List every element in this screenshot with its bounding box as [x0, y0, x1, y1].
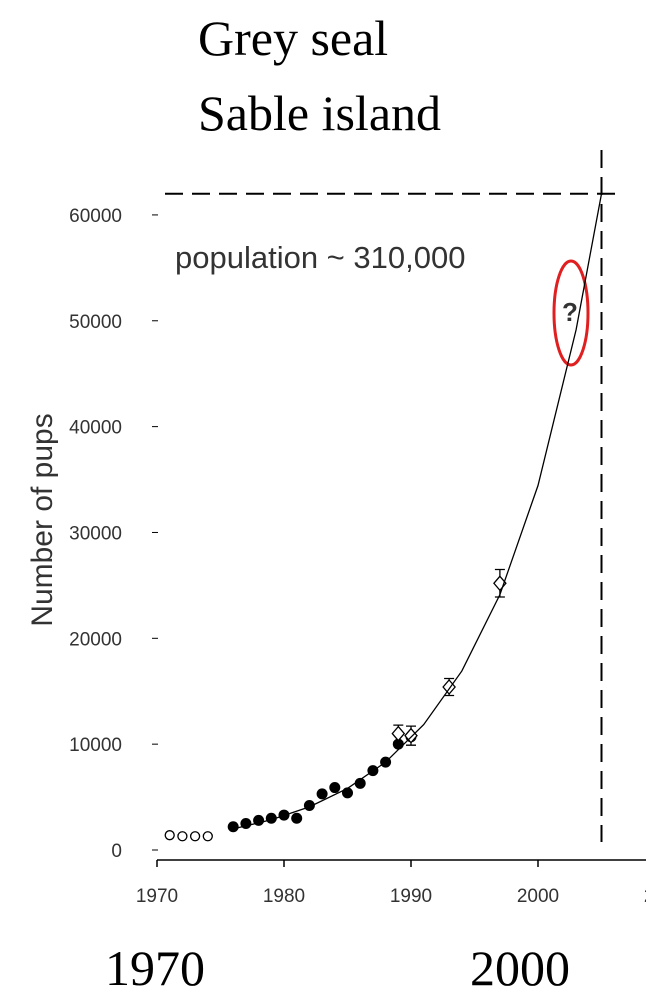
point [316, 788, 328, 800]
point [329, 782, 341, 794]
point [189, 831, 201, 842]
y-tick-label: 0 [111, 841, 122, 862]
fit-curve [233, 193, 603, 830]
y-axis-label: Number of pups [26, 413, 59, 626]
y-tick-label: 60000 [69, 206, 122, 227]
point [227, 821, 239, 833]
question-mark: ? [562, 297, 578, 327]
point [354, 777, 366, 789]
point [442, 678, 456, 695]
y-tick-label: 20000 [69, 629, 122, 650]
bottom-label: 2000 [470, 940, 570, 995]
x-tick-label: 1980 [263, 886, 305, 907]
y-tick-label: 40000 [69, 418, 122, 439]
x-tick-label: 1990 [390, 886, 432, 907]
bottom-label: 1970 [105, 940, 205, 995]
y-tick-label: 30000 [69, 523, 122, 544]
x-tick-label: 2000 [517, 886, 559, 907]
x-tick-label: 2010 [644, 886, 646, 907]
point [177, 831, 188, 842]
point [391, 725, 406, 742]
point [202, 831, 213, 842]
x-tick-label: 1970 [136, 886, 178, 907]
y-tick-label: 50000 [69, 312, 122, 333]
point [493, 575, 507, 592]
highlight-ellipse [552, 259, 590, 367]
y-tick-label: 10000 [69, 735, 122, 756]
chart-title: Grey seal [198, 10, 388, 66]
chart-subtitle: Sable island [198, 85, 441, 141]
point [164, 830, 175, 841]
point [291, 812, 303, 824]
annotation: population ~ 310,000 [175, 240, 465, 275]
